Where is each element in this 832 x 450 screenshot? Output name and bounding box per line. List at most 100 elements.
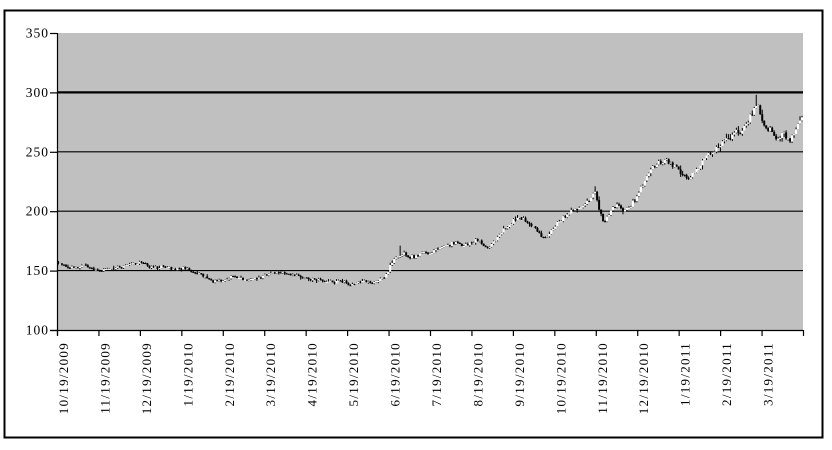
candle-body — [200, 273, 203, 275]
candle-body — [178, 268, 181, 270]
candle-body — [371, 283, 374, 285]
candle-body — [556, 221, 559, 227]
candle-body — [604, 221, 607, 223]
candle-body — [757, 105, 760, 107]
candle-body — [468, 242, 471, 246]
candle-body — [546, 236, 549, 238]
candle-body — [98, 270, 101, 272]
candle-body — [629, 206, 632, 208]
candle-body — [653, 165, 656, 168]
candle-body — [649, 169, 652, 174]
candle-body — [245, 279, 248, 281]
candle-body — [263, 274, 266, 276]
candle-body — [230, 275, 233, 279]
candle-body — [417, 255, 420, 257]
candle-body — [287, 273, 290, 275]
candle-body — [92, 268, 95, 271]
candle-body — [375, 281, 378, 283]
candle-body — [715, 146, 718, 152]
candle-body — [675, 164, 678, 167]
candle-body — [158, 268, 161, 270]
candle-body — [617, 204, 620, 206]
candle-body — [681, 173, 684, 175]
candle-body — [299, 275, 302, 278]
candle-body — [544, 237, 547, 239]
candle-body — [685, 175, 688, 178]
candle-body — [472, 242, 475, 244]
candle-body — [568, 213, 571, 215]
candle-body — [631, 200, 634, 207]
candle-body — [655, 164, 658, 168]
candle-body — [357, 281, 360, 284]
candle-body — [345, 280, 348, 284]
candle-body — [580, 207, 583, 209]
candle-body — [518, 217, 521, 219]
candle-body — [641, 185, 644, 187]
candle-body — [291, 274, 294, 276]
candle-body — [564, 216, 567, 218]
candle-body — [383, 277, 386, 279]
candle-body — [94, 269, 97, 271]
candle-body — [82, 264, 85, 266]
candle-body — [405, 252, 408, 256]
candle-body — [275, 272, 278, 274]
candle-body — [385, 274, 388, 278]
candle-body — [456, 241, 459, 243]
candle-body — [395, 257, 398, 259]
y-axis-label: 300 — [26, 85, 49, 100]
candle-body — [226, 279, 229, 281]
plot-area — [57, 33, 803, 330]
candle-body — [741, 130, 744, 134]
candle-body — [627, 207, 630, 209]
candle-body — [761, 114, 764, 121]
candle-body — [353, 284, 356, 286]
candle-body — [218, 279, 221, 281]
candle-body — [355, 283, 358, 285]
candle-body — [514, 218, 517, 221]
candle-body — [373, 282, 376, 284]
x-axis-label: 12/19/2010 — [636, 342, 651, 414]
candle-body — [480, 240, 483, 244]
candle-body — [273, 272, 276, 274]
candle-body — [309, 279, 312, 281]
candle-body — [747, 122, 750, 124]
candle-body — [122, 266, 125, 268]
candle-body — [633, 200, 636, 202]
candle-body — [562, 216, 565, 222]
candle-body — [228, 278, 231, 280]
x-axis-label: 1/19/2011 — [678, 342, 693, 406]
candle-body — [711, 152, 714, 155]
candle-body — [265, 274, 268, 276]
candle-body — [339, 280, 342, 282]
candle-body — [767, 128, 770, 131]
y-axis-label: 150 — [26, 263, 49, 278]
candle-body — [488, 246, 491, 248]
candle-body — [582, 205, 585, 208]
candle-body — [444, 245, 447, 247]
candle-body — [783, 132, 786, 134]
candle-body — [663, 159, 666, 164]
candle-body — [76, 267, 79, 269]
candle-body — [536, 227, 539, 232]
candle-body — [753, 107, 756, 115]
candle-body — [174, 268, 177, 271]
candle-body — [596, 191, 599, 200]
candle-body — [502, 228, 505, 233]
candle-body — [486, 247, 489, 249]
candle-body — [703, 158, 706, 161]
candle-body — [494, 240, 497, 242]
candle-body — [602, 213, 605, 222]
candle-body — [186, 268, 189, 270]
candle-body — [665, 159, 668, 161]
y-axis-label: 200 — [26, 204, 49, 219]
candle-body — [359, 281, 362, 283]
candle-body — [727, 138, 730, 140]
candle-body — [755, 106, 758, 108]
candle-body — [490, 243, 493, 247]
candle-body — [214, 280, 217, 283]
x-axis-labels: 10/19/2009 11/19/2009 12/19/2009 1/19/2010 2… — [56, 342, 776, 414]
candle-body — [411, 255, 414, 259]
candle-body — [801, 117, 804, 121]
candle-body — [118, 266, 121, 268]
candle-body — [440, 246, 443, 248]
